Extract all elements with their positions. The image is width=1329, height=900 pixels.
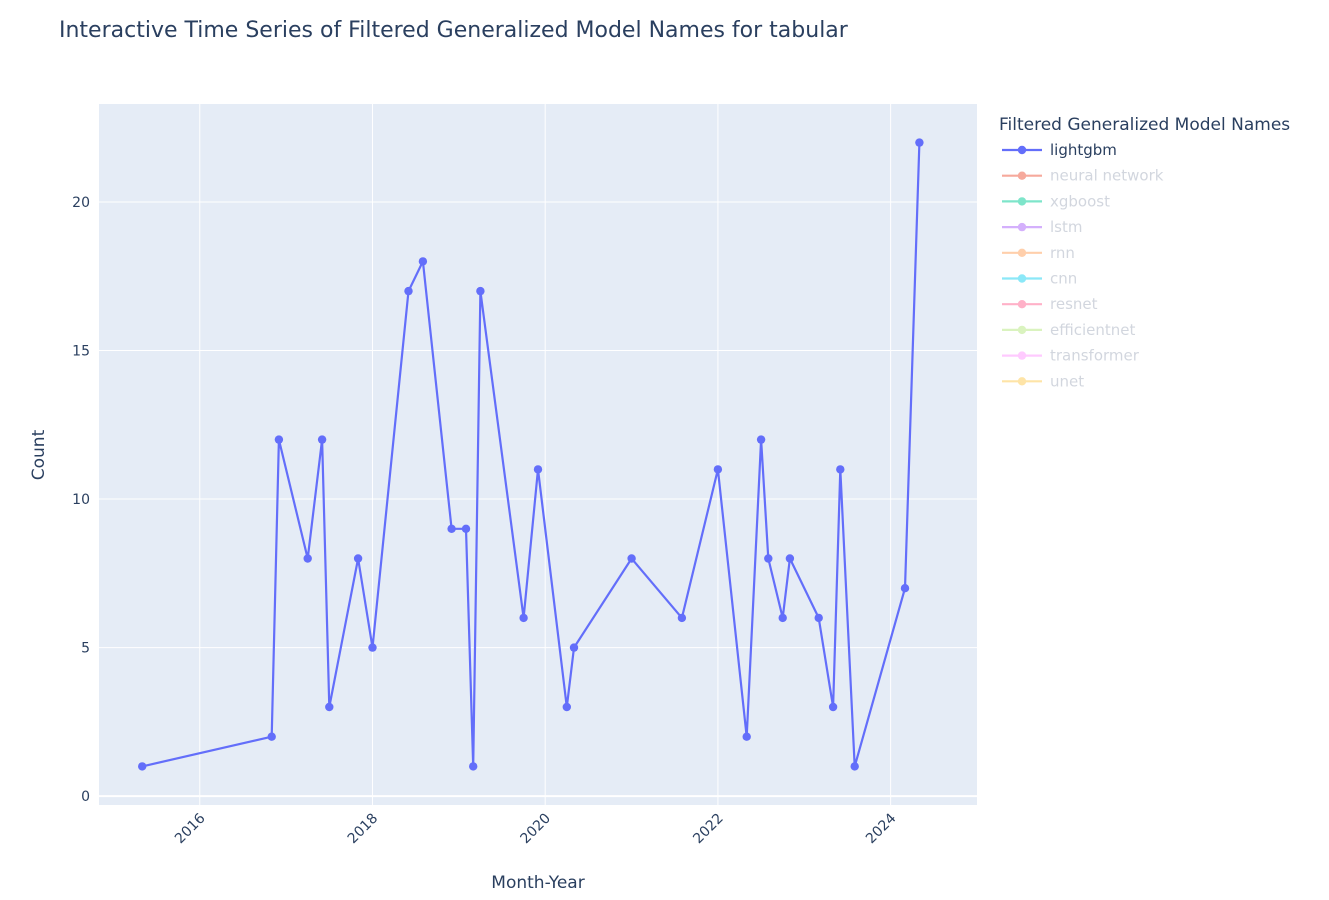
data-point[interactable] <box>713 465 723 474</box>
legend-items: lightgbm neural network xgboost lstm rnn cnn r… <box>1002 141 1164 390</box>
legend-swatch-marker <box>1017 197 1027 206</box>
legend-item-transformer[interactable]: transformer <box>1002 347 1140 365</box>
data-point[interactable] <box>756 435 766 444</box>
legend-swatch-marker <box>1017 222 1027 232</box>
series-layer <box>138 138 924 771</box>
y-axis-title: Count <box>29 429 49 480</box>
data-point[interactable] <box>562 702 571 712</box>
legend-swatch-marker <box>1017 325 1027 335</box>
legend-item-label: efficientnet <box>1050 321 1135 339</box>
legend-item-label: xgboost <box>1050 192 1110 210</box>
x-axis-title: Month-Year <box>491 873 584 893</box>
legend-item-label: lstm <box>1050 218 1082 236</box>
data-point[interactable] <box>317 435 327 444</box>
data-point[interactable] <box>267 732 276 741</box>
series-lightgbm <box>138 138 924 771</box>
data-point[interactable] <box>368 643 377 652</box>
data-point[interactable] <box>627 554 636 563</box>
data-point[interactable] <box>742 732 751 741</box>
legend-swatch-marker <box>1017 248 1027 257</box>
data-point[interactable] <box>915 138 924 147</box>
chart-title: Interactive Time Series of Filtered Gene… <box>59 18 849 43</box>
data-point[interactable] <box>900 584 910 593</box>
x-tick-label: 2022 <box>690 811 727 848</box>
x-tick-label: 2020 <box>518 811 555 848</box>
legend-item-efficientnet[interactable]: efficientnet <box>1002 321 1135 339</box>
y-axis-ticks: 0 5 10 15 20 <box>72 195 90 805</box>
legend-item-lightgbm[interactable]: lightgbm <box>1002 141 1117 159</box>
legend-item-rnn[interactable]: rnn <box>1002 244 1075 262</box>
legend-item-label: resnet <box>1050 295 1098 313</box>
data-point[interactable] <box>447 524 456 533</box>
data-point[interactable] <box>828 702 838 712</box>
legend-item-xgboost[interactable]: xgboost <box>1002 192 1110 210</box>
y-tick-label: 15 <box>72 344 90 360</box>
x-tick-label: 2024 <box>863 810 900 847</box>
legend-item-resnet[interactable]: resnet <box>1002 295 1098 313</box>
legend-swatch-marker <box>1017 300 1027 309</box>
data-point[interactable] <box>764 554 773 563</box>
data-point[interactable] <box>353 554 363 563</box>
y-tick-label: 10 <box>72 492 90 508</box>
legend-item-label: lightgbm <box>1050 141 1117 159</box>
data-point[interactable] <box>476 286 485 296</box>
plot-area[interactable] <box>99 104 977 805</box>
x-axis-ticks: 2016 2018 2020 2022 2024 <box>172 810 899 847</box>
data-point[interactable] <box>138 762 147 771</box>
data-point[interactable] <box>418 257 428 266</box>
legend-swatch-marker <box>1017 377 1027 386</box>
legend-item-lstm[interactable]: lstm <box>1002 218 1082 236</box>
data-point[interactable] <box>533 465 543 474</box>
legend-swatch-marker <box>1017 351 1027 360</box>
legend-swatch-marker <box>1017 274 1027 283</box>
legend-item-label: unet <box>1050 372 1084 390</box>
legend-swatch-marker <box>1017 171 1027 180</box>
legend-item-label: cnn <box>1050 270 1077 288</box>
legend: Filtered Generalized Model Names lightgb… <box>999 115 1290 390</box>
y-tick-label: 5 <box>81 641 90 657</box>
data-point[interactable] <box>778 613 787 623</box>
data-point[interactable] <box>814 613 823 623</box>
data-point[interactable] <box>519 613 528 623</box>
y-tick-label: 0 <box>81 789 90 805</box>
legend-swatch-marker <box>1017 145 1027 155</box>
legend-item-label: neural network <box>1050 167 1164 185</box>
series-line <box>141 142 921 768</box>
data-point[interactable] <box>461 524 471 533</box>
data-point[interactable] <box>325 702 334 712</box>
data-point[interactable] <box>785 554 795 563</box>
data-point[interactable] <box>836 465 845 474</box>
legend-item-label: rnn <box>1050 244 1075 262</box>
legend-item-label: transformer <box>1050 347 1140 365</box>
legend-item-unet[interactable]: unet <box>1002 372 1084 390</box>
legend-title: Filtered Generalized Model Names <box>999 115 1290 135</box>
data-point[interactable] <box>303 554 312 563</box>
x-tick-label: 2016 <box>172 810 209 847</box>
data-point[interactable] <box>569 643 579 652</box>
data-point[interactable] <box>404 286 413 296</box>
data-point[interactable] <box>850 762 859 771</box>
legend-item-neural-network[interactable]: neural network <box>1002 167 1164 185</box>
data-point[interactable] <box>469 762 478 771</box>
data-point[interactable] <box>274 435 284 444</box>
x-tick-label: 2018 <box>345 811 382 848</box>
legend-item-cnn[interactable]: cnn <box>1002 270 1077 288</box>
grid-lines <box>99 104 977 805</box>
y-tick-label: 20 <box>72 195 90 211</box>
data-point[interactable] <box>677 613 687 623</box>
